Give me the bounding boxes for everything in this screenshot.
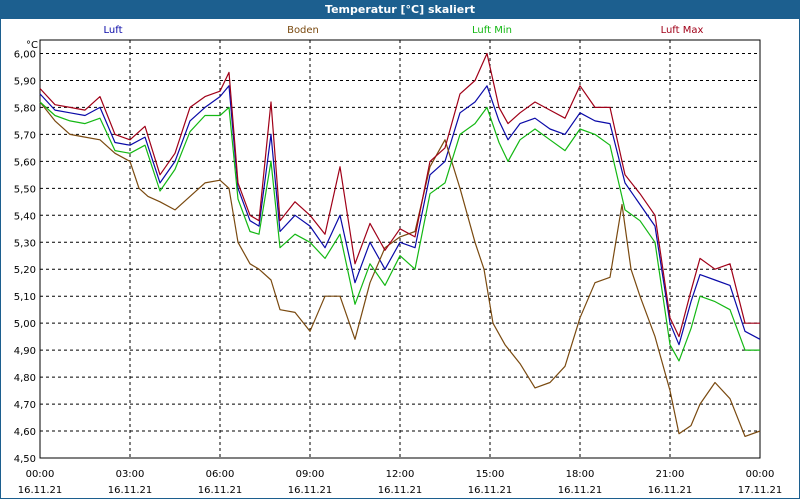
x-axis-ticks: 00:00 16.11.21 03:00 16.11.21 06:00 16.11.21 0… — [18, 469, 783, 496]
y-tick-label: 5,70 — [14, 130, 36, 141]
x-tick-time: 00:00 — [746, 469, 775, 480]
y-tick-label: 5,90 — [14, 76, 36, 87]
x-tick-date: 17.11.21 — [738, 485, 783, 496]
y-tick-label: 4,50 — [14, 454, 36, 465]
y-tick-label: 5,20 — [14, 265, 36, 276]
x-tick-time: 12:00 — [386, 469, 415, 480]
y-tick-label: 4,80 — [14, 373, 36, 384]
x-tick-time: 09:00 — [296, 469, 325, 480]
y-axis-unit: °C — [26, 40, 38, 51]
window-title: Temperatur [°C] skaliert — [0, 0, 800, 19]
x-tick-date: 16.11.21 — [198, 485, 243, 496]
series-line-4 — [39, 52, 760, 338]
series-line-2 — [39, 101, 761, 437]
y-tick-label: 5,40 — [14, 211, 36, 222]
x-tick-time: 06:00 — [206, 469, 235, 480]
grid-lines — [40, 40, 760, 458]
y-tick-label: 6,00 — [14, 49, 36, 60]
series-lines — [39, 52, 761, 437]
y-tick-label: 5,50 — [14, 184, 36, 195]
x-tick-date: 16.11.21 — [288, 485, 333, 496]
series-line-1 — [39, 85, 761, 346]
y-tick-label: 5,10 — [14, 292, 36, 303]
y-tick-label: 5,80 — [14, 103, 36, 114]
y-axis-ticks: 6,00 5,90 5,80 5,70 5,60 5,50 5,40 5,30 5,20 5,10… — [14, 49, 36, 465]
series-line-3 — [39, 101, 760, 362]
y-tick-label: 5,60 — [14, 157, 36, 168]
x-tick-time: 18:00 — [566, 469, 595, 480]
legend-entry-4: Luft Max — [661, 25, 704, 36]
x-tick-date: 16.11.21 — [558, 485, 603, 496]
x-tick-time: 03:00 — [116, 469, 145, 480]
legend-entry-2: Boden — [287, 25, 319, 36]
y-tick-label: 5,30 — [14, 238, 36, 249]
x-tick-date: 16.11.21 — [108, 485, 153, 496]
x-tick-date: 16.11.21 — [378, 485, 423, 496]
x-tick-time: 15:00 — [476, 469, 505, 480]
legend: Luft Boden Luft Min Luft Max — [104, 25, 704, 36]
x-tick-time: 00:00 — [26, 469, 55, 480]
legend-entry-1: Luft — [104, 25, 123, 36]
x-tick-date: 16.11.21 — [648, 485, 693, 496]
x-tick-date: 16.11.21 — [18, 485, 63, 496]
y-tick-label: 5,00 — [14, 319, 36, 330]
x-tick-time: 21:00 — [656, 469, 685, 480]
x-tick-date: 16.11.21 — [468, 485, 513, 496]
legend-entry-3: Luft Min — [472, 25, 512, 36]
y-tick-label: 4,90 — [14, 346, 36, 357]
y-tick-label: 4,60 — [14, 427, 36, 438]
y-tick-label: 4,70 — [14, 400, 36, 411]
